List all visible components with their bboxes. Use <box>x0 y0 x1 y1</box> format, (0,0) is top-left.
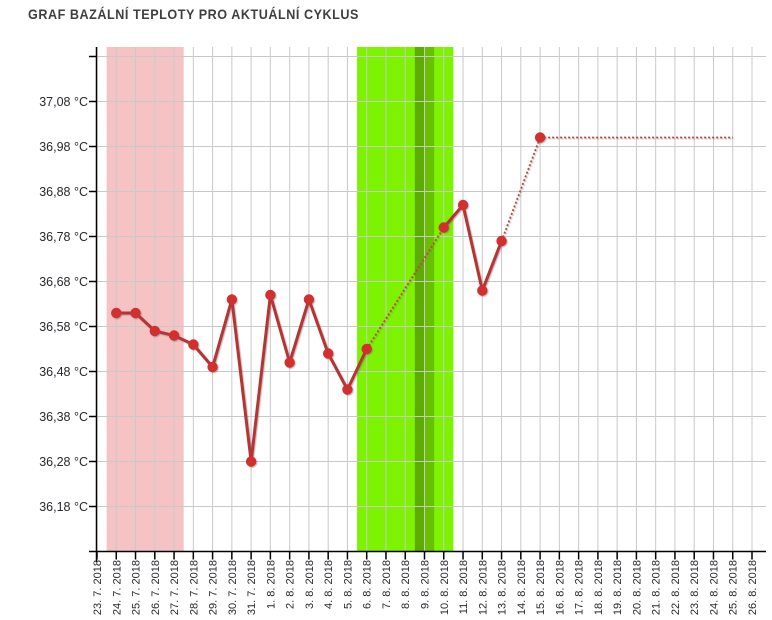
x-tick-label: 11. 8. 2018 <box>458 560 470 614</box>
x-tick-label: 4. 8. 2018 <box>323 560 335 609</box>
data-point <box>149 325 160 337</box>
data-point <box>477 285 488 296</box>
x-tick-label: 3. 8. 2018 <box>304 560 316 609</box>
x-tick-label: 16. 8. 2018 <box>554 560 566 615</box>
ovulation-band-light <box>424 47 435 552</box>
data-point <box>534 132 546 143</box>
y-tick-label: 36,18 °C <box>39 500 88 514</box>
data-point <box>438 222 449 233</box>
y-tick-label: 36,58 °C <box>39 320 88 334</box>
temperature-segment-dotted <box>500 137 541 242</box>
axes <box>89 47 766 562</box>
data-point <box>188 339 199 350</box>
x-tick-label: 26. 8. 2018 <box>747 560 759 615</box>
x-tick-label: 14. 8. 2018 <box>516 560 528 615</box>
y-tick-label: 36,98 °C <box>39 140 88 154</box>
y-tick-labels: 37,08 °C 36,98 °C 36,88 °C 36,78 °C 36,68 °C… <box>39 95 88 514</box>
x-tick-label: 22. 8. 2018 <box>670 560 682 615</box>
highlight-bands <box>106 47 454 552</box>
x-tick-label: 20. 8. 2018 <box>631 560 643 615</box>
data-point <box>168 330 180 341</box>
x-tick-label: 27. 7. 2018 <box>169 560 181 615</box>
x-tick-label: 1. 8. 2018 <box>265 560 277 609</box>
data-point <box>457 199 469 211</box>
data-point <box>265 289 276 301</box>
data-point <box>342 384 353 395</box>
y-tick-label: 36,38 °C <box>39 410 88 424</box>
y-tick-label: 36,68 °C <box>39 275 88 289</box>
data-point <box>245 456 257 467</box>
y-tick-label: 36,48 °C <box>39 365 88 379</box>
data-point <box>322 348 334 359</box>
x-tick-label: 31. 7. 2018 <box>246 560 258 615</box>
y-tick-label: 36,28 °C <box>39 455 88 469</box>
x-tick-label: 28. 7. 2018 <box>188 560 200 615</box>
x-tick-label: 25. 7. 2018 <box>131 560 143 615</box>
x-tick-label: 10. 8. 2018 <box>439 560 451 615</box>
x-tick-label: 6. 8. 2018 <box>362 560 374 609</box>
x-tick-label: 17. 8. 2018 <box>574 560 586 615</box>
x-tick-label: 12. 8. 2018 <box>477 560 489 615</box>
x-tick-label: 21. 8. 2018 <box>651 560 663 615</box>
data-point <box>207 361 218 373</box>
y-tick-label: 36,88 °C <box>39 185 88 199</box>
x-tick-label: 8. 8. 2018 <box>400 560 412 609</box>
data-point <box>226 294 238 305</box>
temperature-segment-solid <box>442 201 503 296</box>
data-point <box>284 357 295 368</box>
x-tick-label: 2. 8. 2018 <box>285 560 297 609</box>
x-tick-label: 9. 8. 2018 <box>420 560 432 609</box>
ovulation-band-dark <box>414 47 425 552</box>
x-tick-label: 29. 7. 2018 <box>208 560 220 615</box>
x-tick-label: 24. 8. 2018 <box>708 560 720 615</box>
x-tick-label: 5. 8. 2018 <box>342 560 354 609</box>
x-tick-label: 25. 8. 2018 <box>728 560 740 615</box>
chart-title: GRAF BAZÁLNÍ TEPLOTY PRO AKTUÁLNÍ CYKLUS <box>28 6 360 22</box>
x-tick-label: 26. 7. 2018 <box>150 560 162 615</box>
x-tick-label: 24. 7. 2018 <box>111 560 123 615</box>
x-tick-labels: 23. 7. 2018 24. 7. 2018 25. 7. 2018 26. 7. … <box>92 560 759 615</box>
x-tick-label: 23. 7. 2018 <box>92 560 104 615</box>
x-tick-label: 23. 8. 2018 <box>689 560 701 615</box>
x-tick-label: 18. 8. 2018 <box>593 560 605 615</box>
x-tick-label: 30. 7. 2018 <box>227 560 239 615</box>
menstruation-band <box>106 47 184 552</box>
data-point <box>111 307 122 319</box>
x-tick-label: 7. 8. 2018 <box>381 560 393 609</box>
temperature-series <box>111 132 733 467</box>
x-tick-label: 13. 8. 2018 <box>497 560 509 615</box>
data-point <box>303 294 315 305</box>
y-tick-label: 36,78 °C <box>39 230 88 244</box>
data-point <box>496 235 507 247</box>
data-point <box>361 343 372 355</box>
data-point <box>130 307 141 319</box>
x-tick-label: 15. 8. 2018 <box>535 560 547 615</box>
y-tick-label: 37,08 °C <box>39 95 88 109</box>
x-tick-label: 19. 8. 2018 <box>612 560 624 615</box>
